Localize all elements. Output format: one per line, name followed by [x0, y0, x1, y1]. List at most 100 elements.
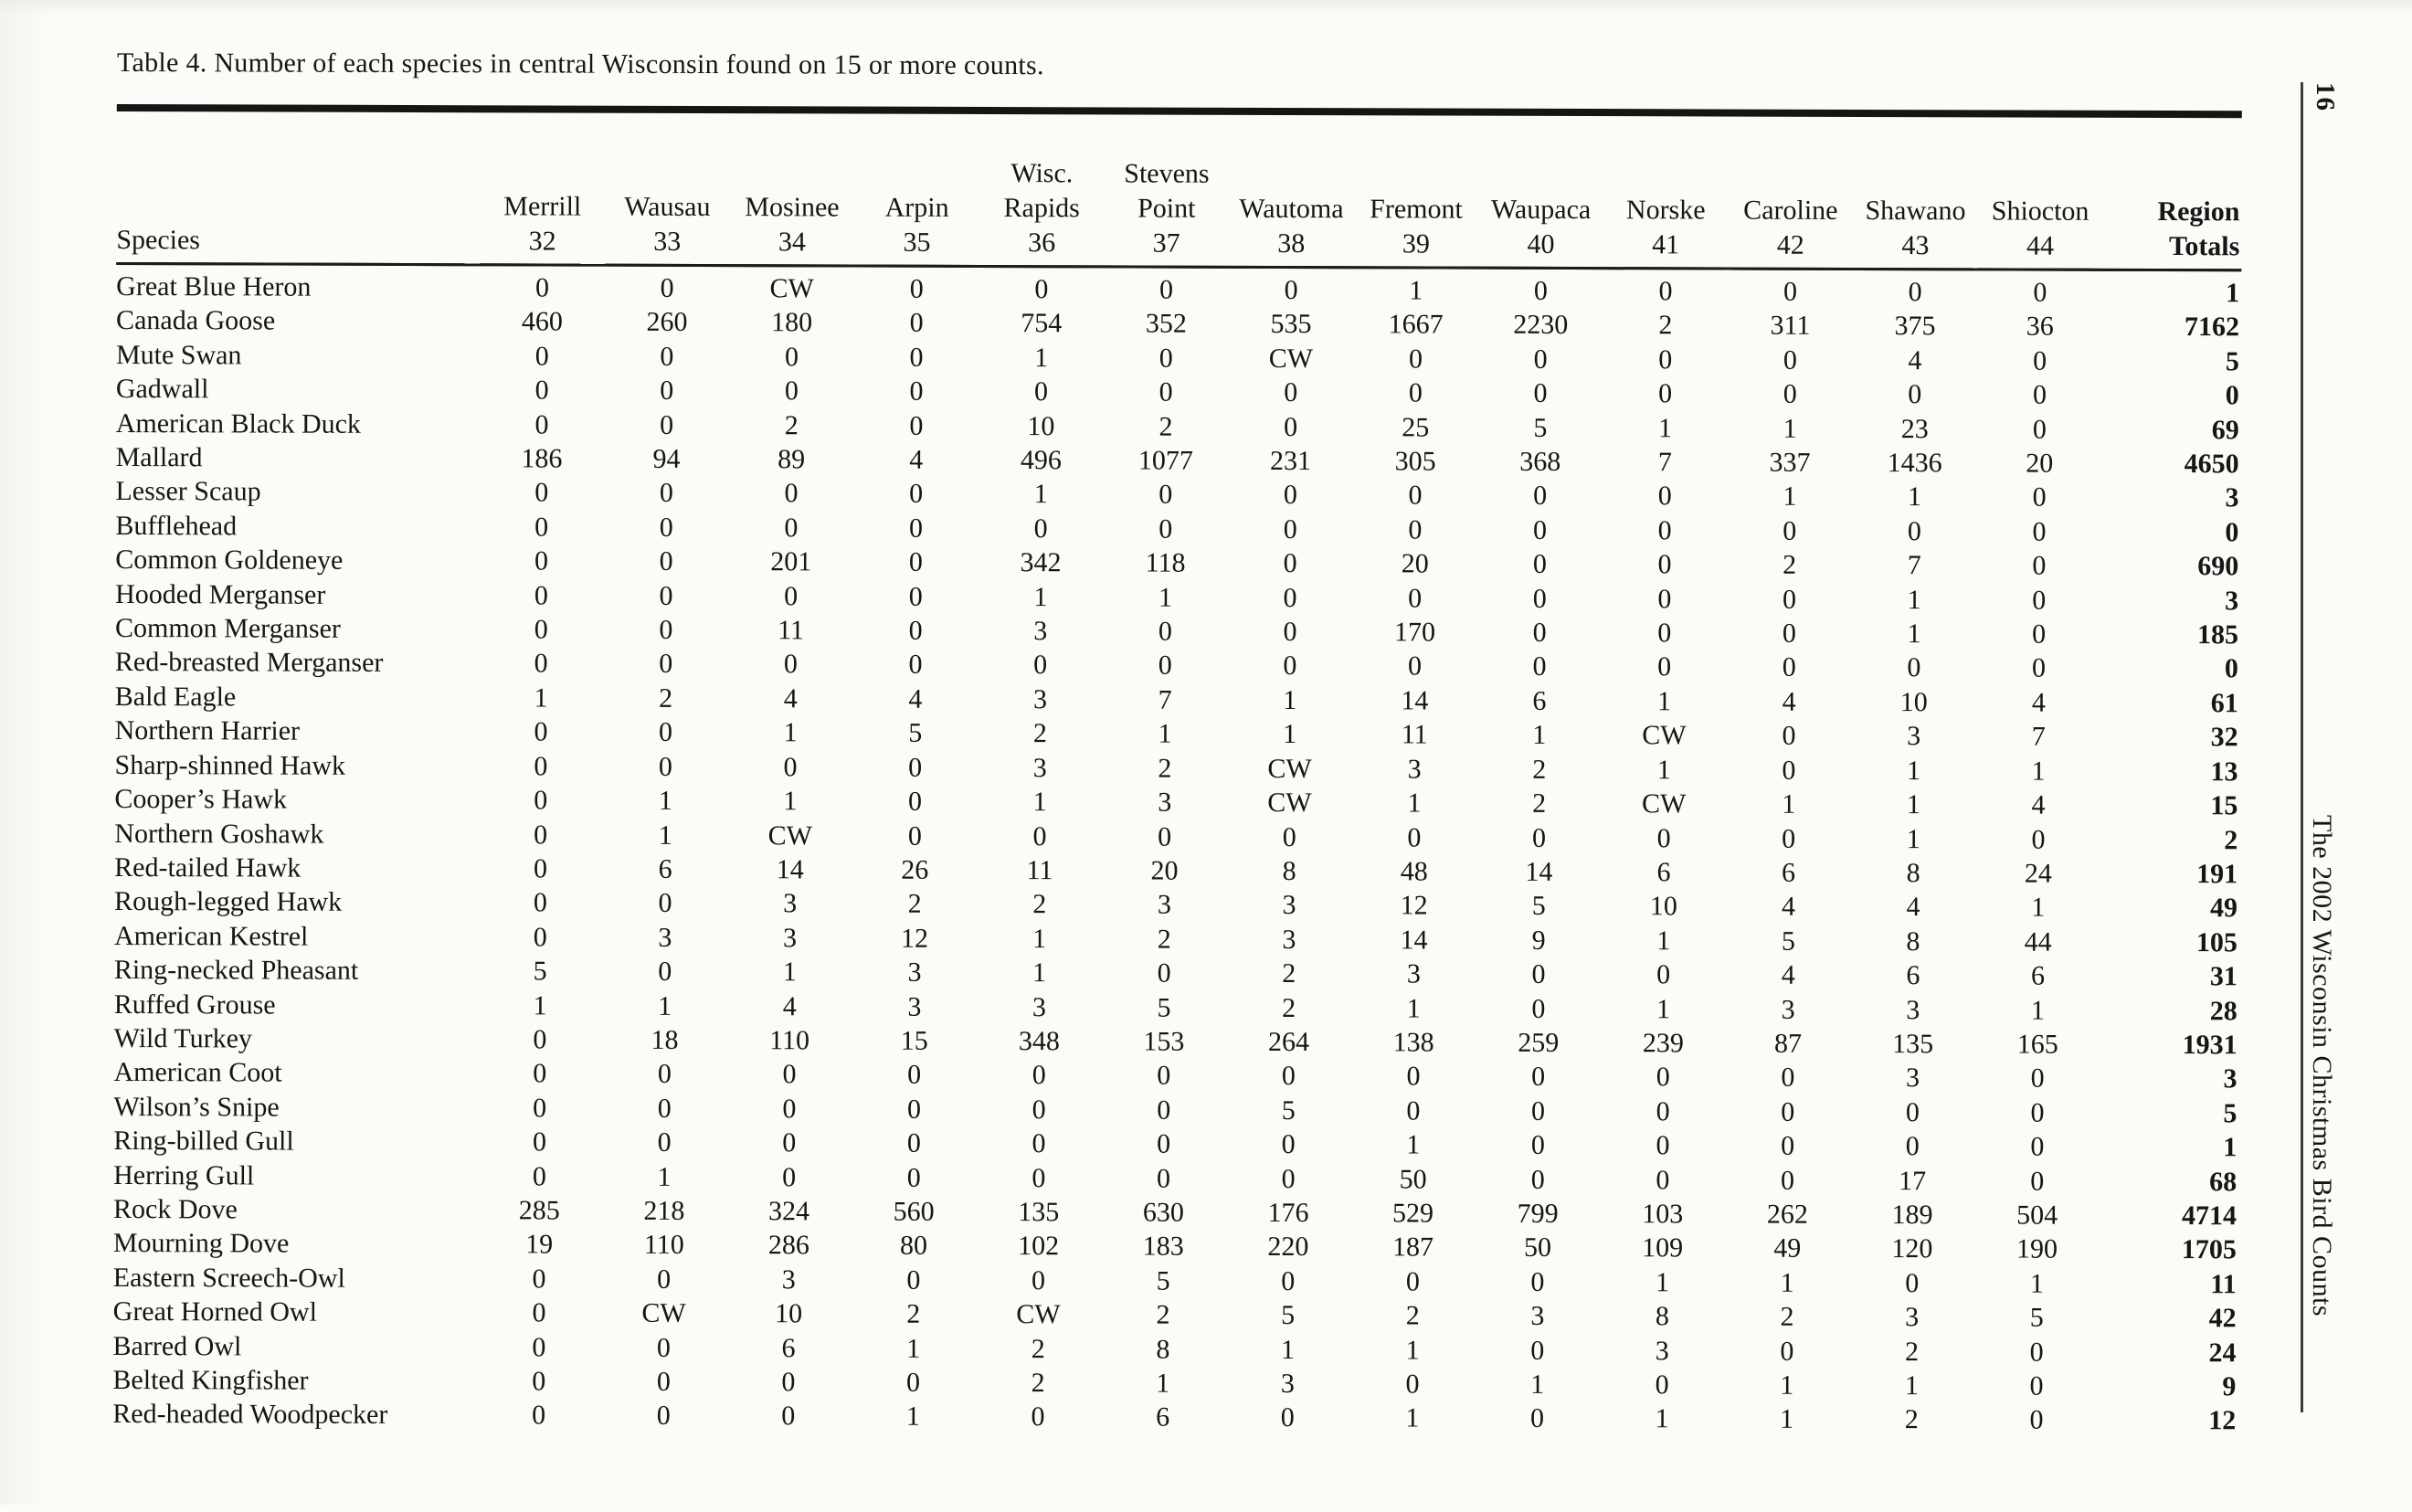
count-cell: 0: [1658, 276, 1673, 307]
count-cell: 3: [1530, 1301, 1545, 1332]
count-cell: 187: [1391, 1232, 1434, 1263]
count-cell: 0: [659, 580, 673, 611]
region-total-cell: 3: [2225, 482, 2239, 513]
count-cell: 1: [1033, 479, 1048, 510]
count-cell: 14: [776, 854, 804, 885]
count-cell: 0: [1158, 343, 1173, 374]
column-header-wautoma: Wautoma 38: [1228, 127, 1355, 268]
region-totals-header: Region Totals: [2102, 130, 2242, 270]
count-cell: 0: [534, 751, 548, 782]
count-cell: 0: [1034, 274, 1049, 305]
count-cell: 0: [1406, 1095, 1421, 1126]
count-cell: 0: [533, 1093, 547, 1124]
column-header-fremont: Fremont 39: [1353, 128, 1479, 269]
count-cell: 2: [1532, 788, 1547, 819]
count-cell: 4: [783, 683, 798, 714]
table-header-row: Species Merrill 32 Wausau 33 Mosinee 34 Arpin 35…: [116, 123, 2242, 270]
column-name: Shiocton: [1991, 196, 2089, 227]
count-cell: 3: [1655, 1335, 1669, 1366]
count-cell: 2: [1904, 1404, 1919, 1435]
count-cell: 2: [659, 682, 673, 714]
count-cell: 4: [2031, 687, 2046, 718]
count-cell: 0: [1783, 344, 1797, 375]
count-cell: 110: [643, 1230, 684, 1261]
count-cell: 0: [2032, 414, 2047, 445]
column-name: Norske: [1625, 195, 1706, 226]
count-cell: 0: [1656, 822, 1671, 853]
species-name: Rough-legged Hawk: [114, 886, 343, 918]
count-cell: 0: [1283, 582, 1297, 613]
species-name: Mallard: [115, 442, 203, 473]
count-cell: 0: [1158, 650, 1172, 682]
count-cell: 3: [1032, 752, 1047, 783]
count-cell: 0: [534, 648, 548, 679]
count-cell: 0: [1284, 377, 1298, 408]
count-cell: 1: [1406, 1129, 1421, 1160]
count-cell: 220: [1267, 1232, 1309, 1263]
count-cell: 20: [1401, 548, 1429, 579]
count-cell: 0: [1156, 1163, 1171, 1194]
count-cell: 7: [1158, 684, 1172, 715]
count-cell: 0: [534, 545, 549, 576]
count-cell: 7: [1907, 550, 1921, 581]
region-total-cell: 13: [2210, 756, 2238, 787]
species-name: Sharp-shinned Hawk: [114, 749, 346, 781]
count-cell: 1: [1780, 1404, 1794, 1435]
count-cell: 0: [2030, 1131, 2045, 1162]
count-cell: 264: [1268, 1026, 1310, 1058]
count-cell: 0: [660, 272, 674, 303]
region-total-cell: 2: [2224, 824, 2238, 855]
region-total-cell: 28: [2209, 995, 2237, 1026]
count-cell: 0: [2030, 1166, 2045, 1197]
count-cell: 2230: [1513, 310, 1569, 341]
count-cell: 0: [781, 1367, 796, 1398]
count-cell: 0: [1408, 344, 1423, 375]
count-cell: 4: [1781, 959, 1795, 990]
count-cell: 3: [1032, 684, 1048, 715]
count-cell: 0: [1406, 1061, 1421, 1092]
count-cell: 0: [659, 546, 673, 577]
count-cell: 0: [1658, 378, 1673, 409]
region-total-cell: 49: [2210, 893, 2238, 924]
region-total-cell: 69: [2211, 414, 2239, 445]
count-cell: 0: [1031, 1264, 1046, 1295]
count-cell: 201: [770, 546, 812, 577]
count-cell: 0: [1780, 1165, 1795, 1196]
count-cell: 0: [1657, 618, 1672, 649]
count-cell: 0: [1908, 277, 1922, 308]
count-cell: 0: [532, 1297, 546, 1328]
count-cell: 1: [1907, 481, 1922, 513]
count-cell: 153: [1143, 1026, 1185, 1057]
count-cell: 190: [2016, 1233, 2058, 1265]
count-cell: 10: [1899, 687, 1928, 718]
species-name: Barred Owl: [112, 1330, 242, 1362]
count-cell: 0: [782, 1127, 797, 1158]
count-cell: 1667: [1388, 309, 1444, 340]
count-cell: 176: [1267, 1197, 1309, 1229]
count-cell: 0: [908, 513, 924, 544]
column-name: Merrill: [503, 191, 582, 222]
column-number: 43: [1901, 230, 1930, 261]
count-cell: 0: [1781, 1063, 1795, 1094]
count-cell: 0: [909, 273, 924, 304]
count-cell: 135: [1018, 1197, 1060, 1228]
species-name: Ring-necked Pheasant: [113, 955, 359, 986]
count-cell: 0: [1283, 548, 1297, 579]
count-cell: 1: [2031, 756, 2046, 787]
count-cell: 0: [908, 581, 923, 612]
count-cell: 0: [907, 820, 922, 851]
count-cell: 0: [1408, 514, 1423, 545]
count-cell: 1: [1032, 923, 1047, 954]
count-cell: 0: [533, 922, 547, 953]
count-cell: 8: [1282, 855, 1296, 886]
count-cell: 1: [1034, 342, 1049, 374]
count-cell: 3: [1033, 616, 1048, 647]
count-cell: 324: [767, 1196, 810, 1227]
count-cell: 1: [1780, 1267, 1794, 1298]
count-cell: 0: [659, 512, 673, 543]
count-cell: 1: [2029, 1268, 2044, 1299]
count-cell: 0: [1158, 513, 1173, 545]
count-cell: CW: [1268, 343, 1314, 374]
count-cell: 1: [782, 957, 797, 988]
count-cell: 0: [534, 375, 549, 406]
